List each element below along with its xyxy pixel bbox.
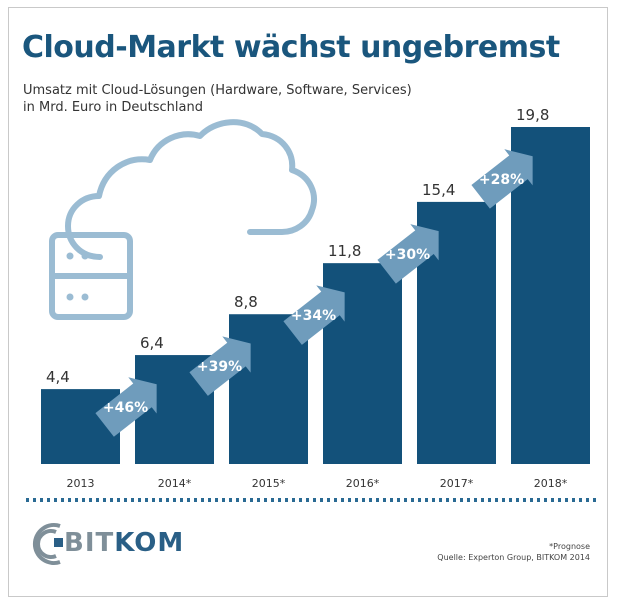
value-label: 4,4 — [46, 368, 70, 386]
footnote-source: Quelle: Experton Group, BITKOM 2014 — [437, 553, 590, 562]
category-label: 2013 — [67, 477, 95, 490]
growth-label: +30% — [385, 247, 430, 263]
category-label: 2015* — [252, 477, 286, 490]
growth-label: +46% — [103, 400, 148, 416]
bitkom-logo-text: BITKOM — [64, 528, 184, 558]
footnote: *Prognose Quelle: Experton Group, BITKOM… — [437, 541, 590, 563]
growth-label: +28% — [479, 172, 524, 188]
category-label: 2016* — [346, 477, 380, 490]
growth-label: +34% — [291, 308, 336, 324]
growth-arrow — [189, 336, 251, 396]
category-label: 2014* — [158, 477, 192, 490]
chart-title: Cloud-Markt wächst ungebremst — [22, 30, 560, 65]
category-label: 2018* — [534, 477, 568, 490]
growth-arrow — [283, 285, 345, 345]
footnote-prognose: *Prognose — [549, 542, 590, 551]
growth-arrow — [377, 224, 439, 284]
chart-subtitle: Umsatz mit Cloud-Lösungen (Hardware, Sof… — [23, 82, 412, 116]
value-label: 11,8 — [328, 242, 361, 260]
bar-2015 — [229, 314, 308, 464]
growth-arrow — [95, 377, 157, 437]
subtitle-line-1: Umsatz mit Cloud-Lösungen (Hardware, Sof… — [23, 83, 412, 98]
value-label: 19,8 — [516, 106, 549, 124]
logo-text-bit: BIT — [64, 528, 115, 558]
growth-label: +39% — [197, 359, 242, 375]
cloud-server-icon — [49, 119, 317, 320]
value-label: 8,8 — [234, 293, 258, 311]
growth-arrow — [471, 149, 533, 209]
bitkom-logo-icon — [32, 523, 63, 565]
value-label: 15,4 — [422, 181, 455, 199]
subtitle-line-2: in Mrd. Euro in Deutschland — [23, 100, 203, 115]
logo-text-kom: KOM — [114, 528, 185, 558]
value-label: 6,4 — [140, 334, 164, 352]
bar-2018 — [511, 127, 590, 464]
category-label: 2017* — [440, 477, 474, 490]
